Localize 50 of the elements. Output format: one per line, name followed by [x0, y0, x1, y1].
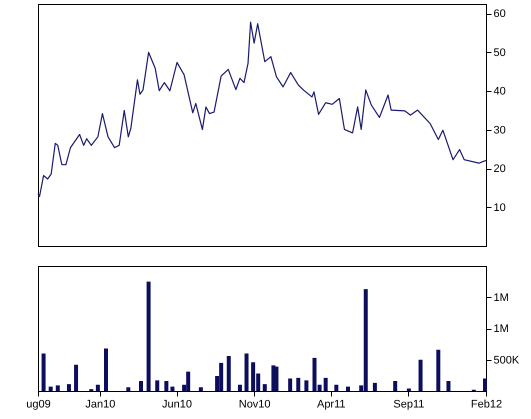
y-tick-label: 500K	[494, 354, 520, 366]
bar	[164, 381, 168, 391]
bar	[393, 381, 398, 391]
x-tick-label: Apr11	[316, 398, 346, 410]
bar	[198, 387, 203, 391]
x-tick-label: Nov10	[238, 398, 271, 410]
y-tick-label: 30	[494, 124, 506, 136]
bar	[104, 348, 108, 391]
bar	[42, 354, 46, 391]
bar	[446, 381, 450, 391]
bar	[324, 378, 328, 391]
bar	[96, 384, 100, 391]
bar	[126, 387, 130, 391]
bar	[74, 364, 78, 391]
bar	[155, 380, 160, 391]
bar	[146, 282, 151, 391]
bar	[244, 354, 249, 391]
x-tick-label: Sep11	[393, 398, 424, 410]
y-tick-label: 1M	[494, 292, 509, 304]
bar	[346, 386, 350, 391]
x-tick-label: Jan10	[85, 398, 116, 410]
bar	[170, 386, 174, 391]
bar	[238, 384, 242, 391]
x-tick-label: Feb12	[470, 398, 502, 410]
bar	[66, 384, 71, 391]
bar	[296, 378, 300, 391]
y-tick-label: 40	[494, 86, 506, 98]
y-tick-label: 50	[494, 46, 506, 59]
line-series	[37, 22, 487, 198]
bar	[219, 362, 224, 391]
y-tick-label: 60	[494, 8, 506, 20]
bar	[482, 378, 487, 391]
bar	[436, 350, 440, 391]
bar	[56, 385, 60, 391]
bar	[418, 360, 423, 391]
y-tick-label: 1M	[494, 323, 509, 335]
bar	[226, 356, 231, 391]
bar	[334, 384, 338, 391]
bar	[186, 372, 190, 391]
bar	[274, 366, 278, 391]
bar	[48, 386, 53, 391]
bar	[138, 381, 143, 391]
bar	[288, 378, 292, 391]
bar	[304, 380, 308, 391]
y-tick-label: 20	[494, 163, 506, 176]
x-tick-label: Jun10	[162, 398, 192, 410]
bar	[372, 382, 377, 391]
y-tick-label: 10	[494, 202, 506, 214]
bar	[262, 384, 267, 391]
x-tick-label: ug09	[26, 398, 51, 410]
